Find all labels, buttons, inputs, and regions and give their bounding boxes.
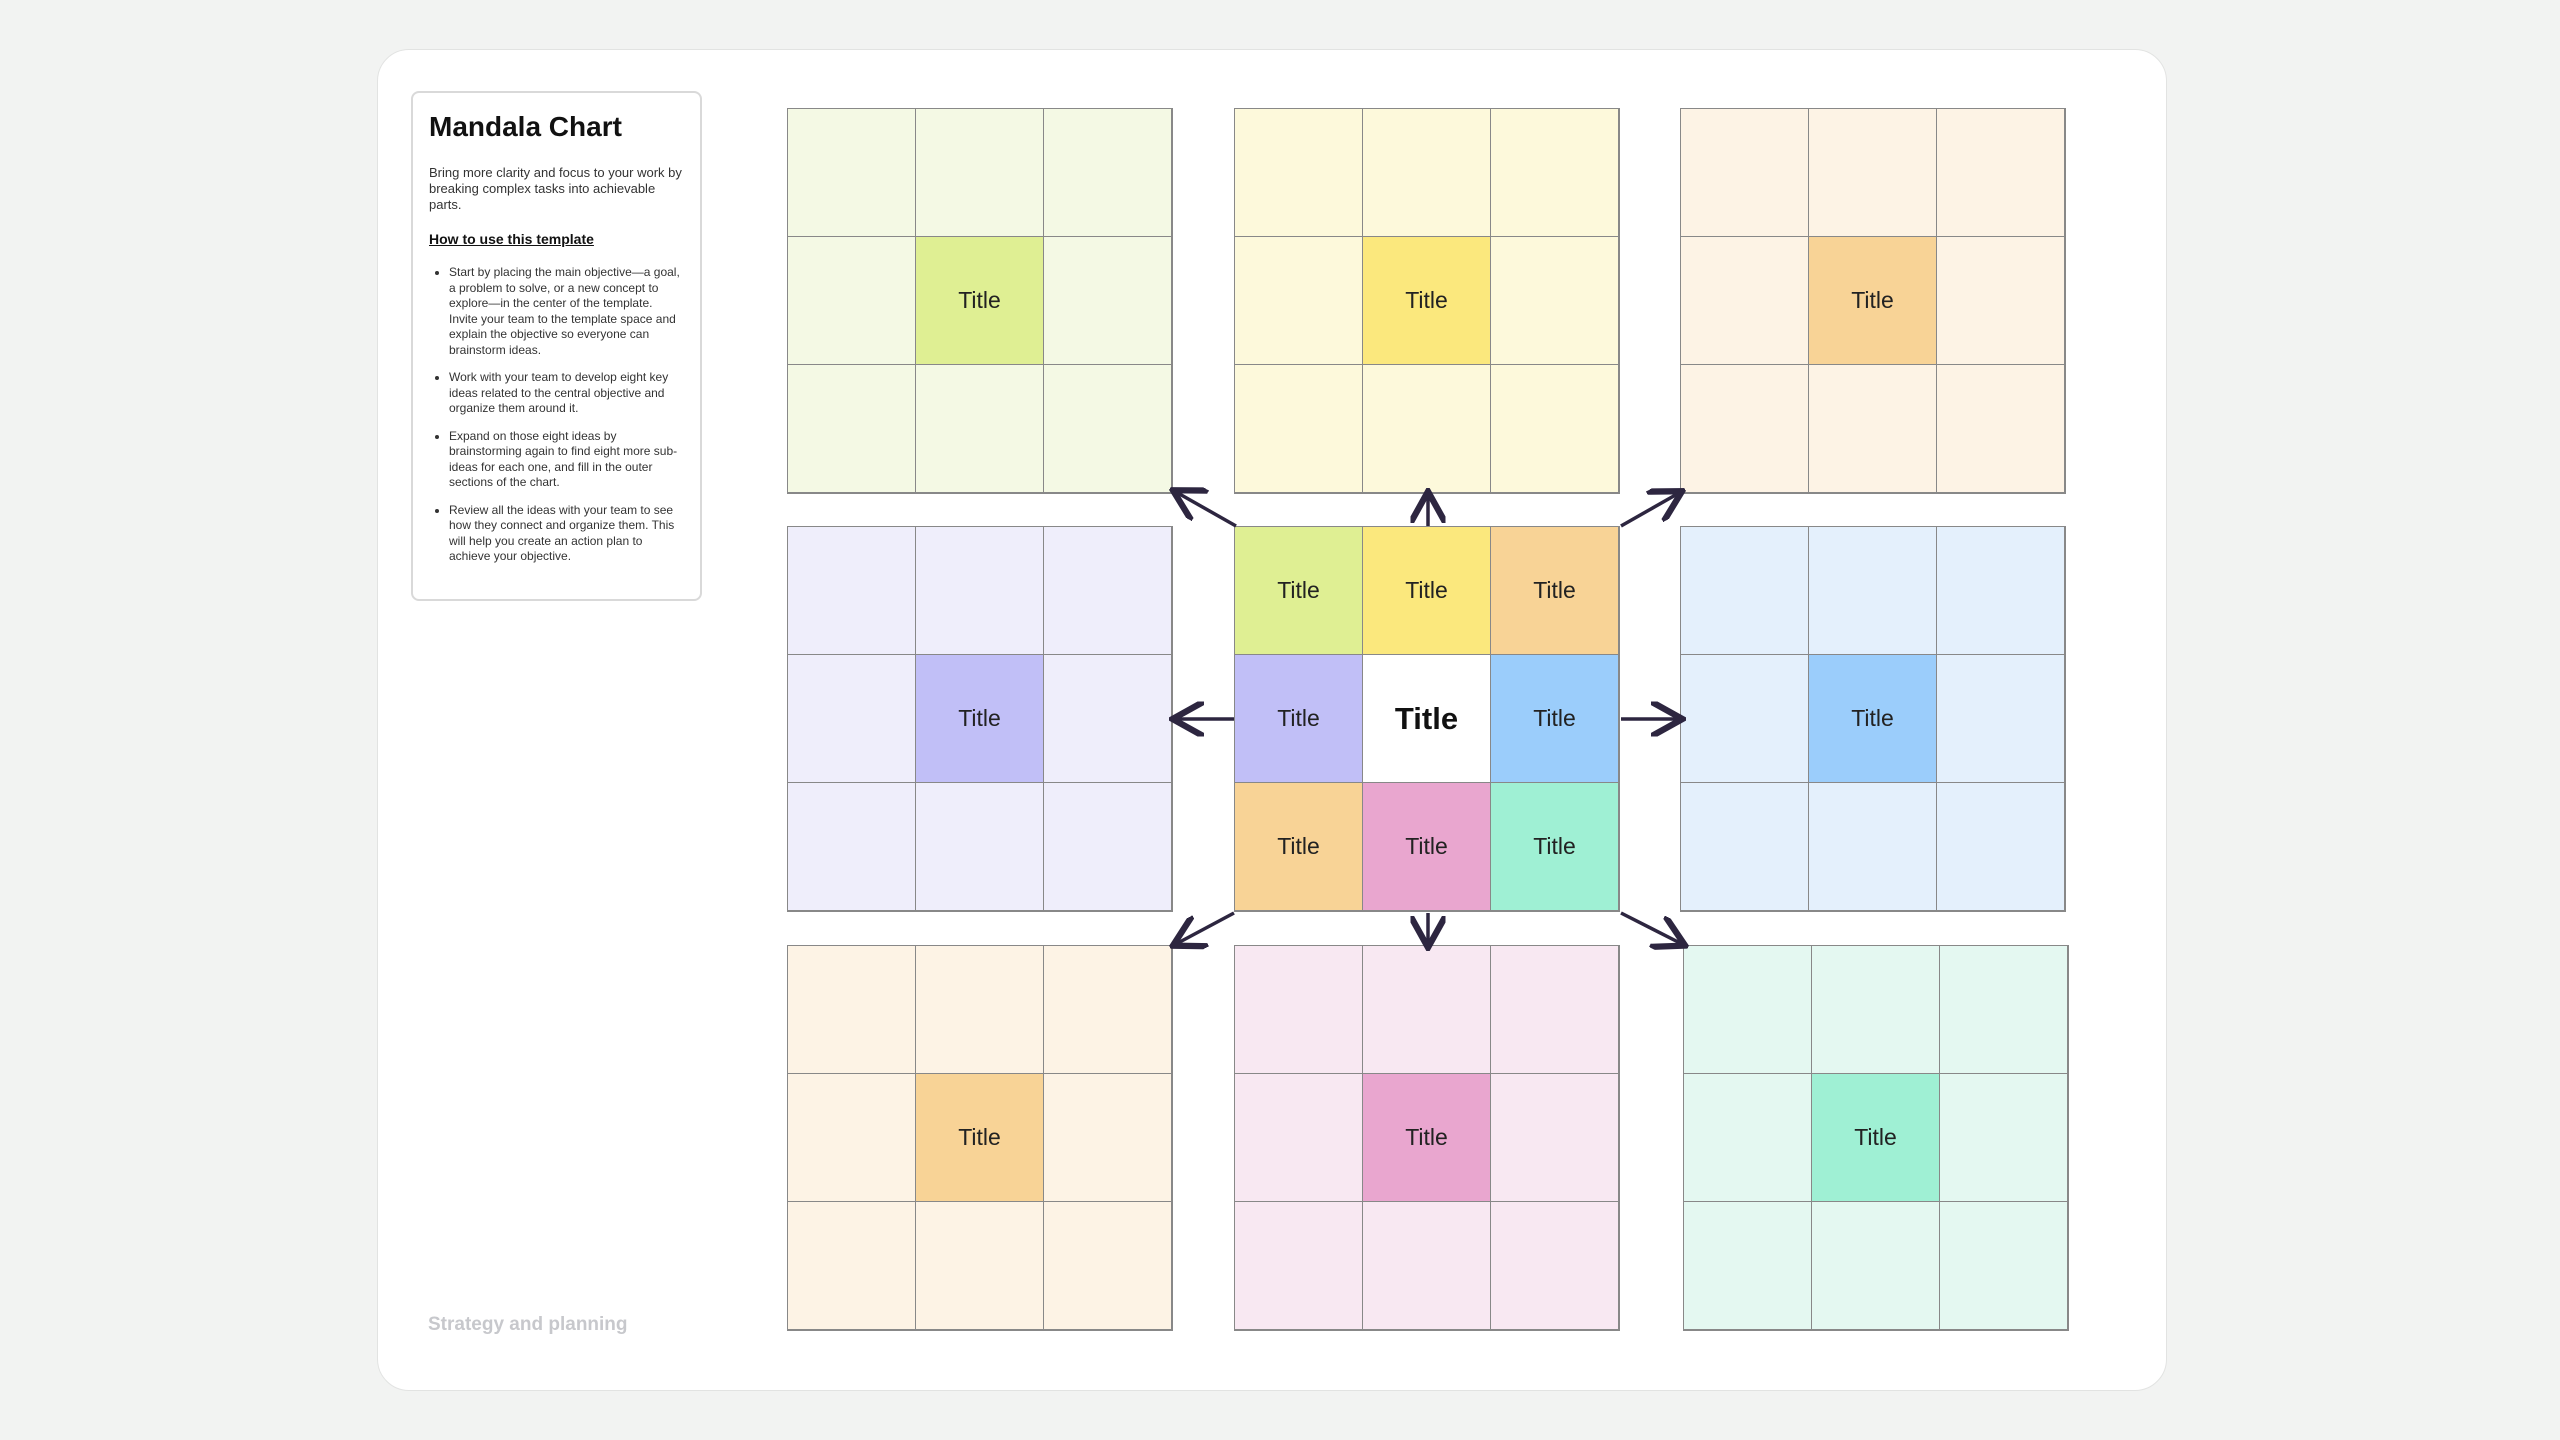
arrow <box>1620 493 1679 528</box>
cell <box>1490 1073 1619 1202</box>
step: Review all the ideas with your team to s… <box>449 503 684 565</box>
arrow-group <box>1176 492 1682 944</box>
key-idea: Title <box>1362 782 1491 911</box>
cell <box>1936 782 2065 911</box>
cell <box>1808 108 1937 237</box>
cell <box>1043 654 1172 783</box>
cell <box>1043 945 1172 1074</box>
cell <box>1936 364 2065 493</box>
cell <box>1680 108 1809 237</box>
howto-heading: How to use this template <box>429 231 594 247</box>
outer-block: Title <box>787 526 1173 912</box>
cell <box>1680 782 1809 911</box>
arrow <box>1176 492 1237 528</box>
cell <box>915 782 1044 911</box>
footer: Strategy and planning <box>428 1314 628 1335</box>
cell <box>1043 236 1172 365</box>
panel-description: Bring more clarity and focus to your wor… <box>429 165 682 212</box>
cell <box>1683 1201 1812 1330</box>
outer-block: Title <box>1683 945 2069 1331</box>
cell <box>1680 654 1809 783</box>
cell <box>787 654 916 783</box>
arrow <box>1176 911 1235 944</box>
cell <box>915 108 1044 237</box>
cell <box>1234 1201 1363 1330</box>
cell <box>1936 236 2065 365</box>
steps: Start by placing the main objective—a go… <box>429 265 684 565</box>
cell <box>1234 108 1363 237</box>
step: Expand on those eight ideas by brainstor… <box>449 429 684 491</box>
cell <box>1680 236 1809 365</box>
central-objective: Title <box>1362 654 1491 783</box>
outer-block: Title <box>1680 108 2066 494</box>
key-idea: Title <box>1234 654 1363 783</box>
cell <box>915 1201 1044 1330</box>
step: Work with your team to develop eight key… <box>449 370 684 417</box>
cell <box>1680 364 1809 493</box>
key-idea: Title <box>1234 782 1363 911</box>
cell <box>1936 108 2065 237</box>
cell <box>787 364 916 493</box>
key-idea: Title <box>1490 782 1619 911</box>
cell <box>1362 945 1491 1074</box>
outer-block: Title <box>787 945 1173 1331</box>
cell <box>787 108 916 237</box>
cell <box>1362 364 1491 493</box>
cell <box>1939 1201 2068 1330</box>
cell <box>1939 1073 2068 1202</box>
cell <box>1936 654 2065 783</box>
cell: Title <box>915 654 1044 783</box>
cell <box>1362 108 1491 237</box>
cell <box>1043 526 1172 655</box>
cell <box>1490 364 1619 493</box>
cell: Title <box>1808 236 1937 365</box>
panel-title: Mandala Chart <box>429 111 622 142</box>
cell <box>1490 236 1619 365</box>
cell <box>1936 526 2065 655</box>
cell <box>787 236 916 365</box>
cell <box>1490 108 1619 237</box>
cell <box>787 1073 916 1202</box>
arrow <box>1620 911 1682 944</box>
cell <box>1043 782 1172 911</box>
cell <box>1808 526 1937 655</box>
cell <box>915 364 1044 493</box>
cell <box>1043 364 1172 493</box>
cell <box>787 526 916 655</box>
cell <box>1683 945 1812 1074</box>
info-panel: Mandala Chart Bring more clarity and foc… <box>411 91 702 601</box>
cell <box>1362 1201 1491 1330</box>
key-idea: Title <box>1362 526 1491 655</box>
cell <box>1043 1201 1172 1330</box>
cell <box>787 782 916 911</box>
cell: Title <box>1362 236 1491 365</box>
outer-block: Title <box>787 108 1173 494</box>
cell <box>1234 1073 1363 1202</box>
cell <box>787 1201 916 1330</box>
cell: Title <box>1811 1073 1940 1202</box>
step: Start by placing the main objective—a go… <box>449 265 684 358</box>
cell <box>1043 1073 1172 1202</box>
center-block: Title Title Title Title Title Title Title Title… <box>1234 526 1620 912</box>
outer-block: Title <box>1234 108 1620 494</box>
cell <box>1811 1201 1940 1330</box>
cell <box>1043 108 1172 237</box>
cell: Title <box>915 236 1044 365</box>
cell <box>915 945 1044 1074</box>
cell: Title <box>1808 654 1937 783</box>
outer-block: Title <box>1680 526 2066 912</box>
cell <box>1808 364 1937 493</box>
cell <box>1234 364 1363 493</box>
cell <box>1490 1201 1619 1330</box>
key-idea: Title <box>1490 526 1619 655</box>
outer-block: Title <box>1234 945 1620 1331</box>
cell <box>1680 526 1809 655</box>
